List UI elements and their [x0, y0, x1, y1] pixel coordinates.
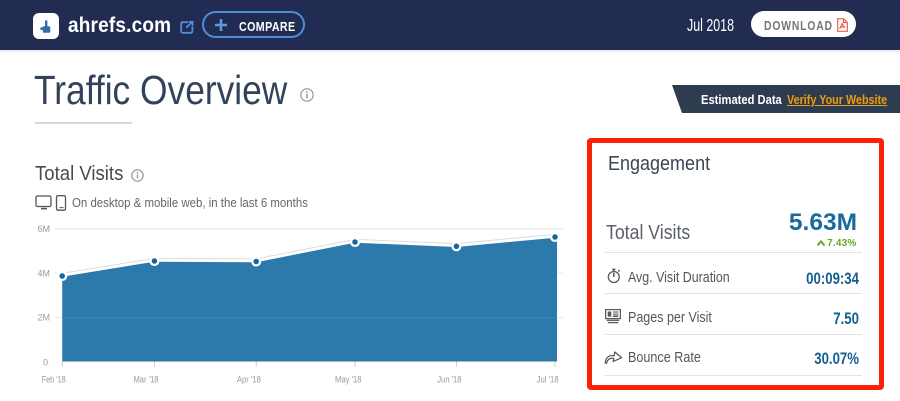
svg-text:2M: 2M — [37, 313, 50, 323]
svg-text:Jun '18: Jun '18 — [437, 375, 461, 385]
svg-text:6M: 6M — [37, 224, 50, 234]
svg-text:Jul '18: Jul '18 — [537, 375, 559, 385]
svg-text:0: 0 — [43, 358, 48, 368]
svg-text:Mar '18: Mar '18 — [134, 375, 159, 385]
svg-text:Apr '18: Apr '18 — [237, 375, 261, 385]
svg-text:May '18: May '18 — [335, 375, 362, 385]
svg-text:Feb '18: Feb '18 — [42, 375, 66, 385]
svg-text:4M: 4M — [37, 268, 50, 278]
